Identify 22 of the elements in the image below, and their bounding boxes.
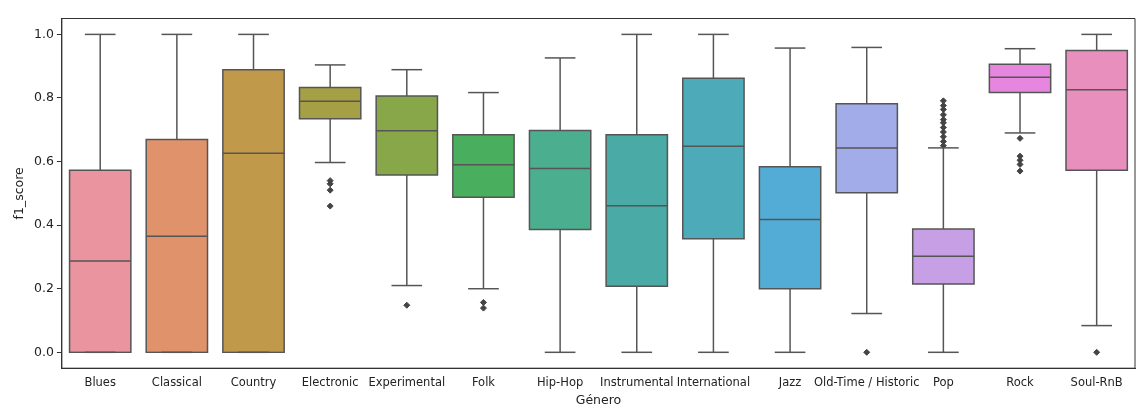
y-axis-title: f1_score: [10, 166, 26, 220]
x-tick-label: Hip-Hop: [536, 375, 584, 390]
y-tick-label: 0.2: [33, 279, 54, 295]
x-tick-label: Rock: [1006, 375, 1035, 390]
x-tick-label: Jazz: [777, 375, 802, 390]
y-tick-label: 0.0: [33, 343, 54, 359]
x-tick-label: Folk: [471, 375, 496, 390]
x-tick-label: Instrumental: [600, 375, 674, 390]
y-tick-label: 0.4: [33, 216, 54, 232]
x-tick-label: Experimental: [368, 375, 446, 390]
y-tick-label: 0.8: [33, 89, 54, 105]
x-tick-label: Classical: [151, 375, 202, 390]
x-tick-label: Blues: [84, 375, 116, 390]
x-tick-label: Country: [230, 375, 277, 390]
x-tick-label: Old-Time / Historic: [813, 375, 920, 390]
y-tick-label: 1.0: [33, 25, 54, 41]
x-tick-label: Soul-RnB: [1070, 375, 1123, 390]
x-tick-label: Pop: [932, 375, 954, 390]
y-tick-label: 0.6: [33, 152, 54, 168]
x-tick-label: International: [676, 375, 751, 390]
x-axis-title: Género: [575, 391, 622, 407]
x-tick-label: Electronic: [301, 375, 359, 390]
